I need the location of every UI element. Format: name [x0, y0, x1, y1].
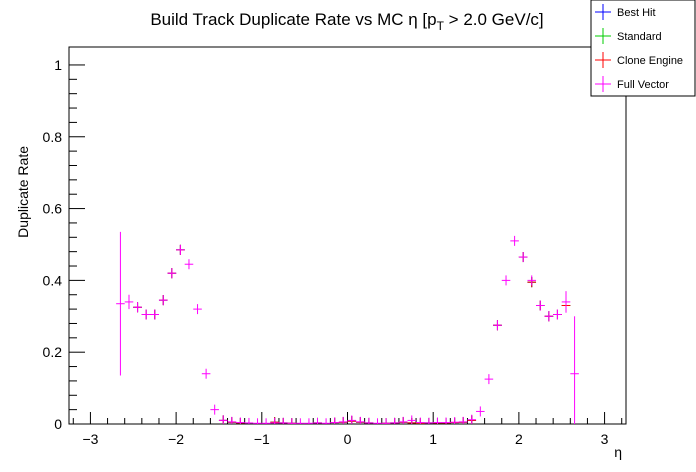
data-point	[167, 268, 177, 279]
data-point	[158, 295, 168, 306]
data-point	[116, 231, 125, 376]
data-point	[253, 418, 262, 424]
data-point	[381, 418, 391, 424]
data-point	[313, 417, 322, 424]
data-point	[150, 309, 159, 320]
data-point	[296, 418, 305, 424]
x-axis-label: η	[614, 444, 622, 460]
y-tick-label: 0.2	[43, 344, 63, 360]
legend-entry: Clone Engine	[595, 52, 683, 68]
data-point	[458, 416, 468, 424]
data-point	[184, 259, 194, 270]
legend-label: Standard	[617, 31, 662, 43]
data-point	[390, 417, 399, 424]
legend-entry: Standard	[595, 28, 662, 44]
x-tick-label: 3	[601, 431, 609, 447]
y-tick-label: 0.6	[43, 201, 63, 217]
data-point	[527, 275, 537, 286]
data-point	[553, 309, 562, 320]
x-axis: −3 −2 −1 0 1 2 3	[72, 412, 623, 447]
y-axis-label: Duplicate Rate	[15, 146, 31, 238]
legend-label: Clone Engine	[617, 55, 683, 67]
legend-label: Full Vector	[617, 79, 669, 91]
y-tick-label: 0	[54, 416, 62, 432]
x-tick-label: −2	[168, 431, 184, 447]
data-point	[338, 416, 348, 424]
data-point	[193, 304, 202, 315]
data-point	[124, 294, 134, 310]
data-point	[561, 291, 571, 313]
data-point	[176, 244, 185, 255]
data-point	[416, 417, 425, 424]
data-point	[433, 417, 442, 424]
data-point	[261, 418, 271, 424]
plot-frame	[68, 46, 627, 425]
x-tick-label: 1	[429, 431, 437, 447]
series-best-hit	[133, 244, 571, 424]
data-point	[398, 416, 408, 424]
x-tick-label: 0	[344, 431, 352, 447]
data-point	[467, 414, 477, 424]
data-point	[373, 418, 382, 424]
series-clone-engine	[133, 244, 571, 424]
data-point	[510, 235, 519, 246]
data-point	[544, 311, 554, 322]
series-full-vector	[116, 231, 579, 424]
data-point	[450, 417, 459, 424]
data-point	[518, 252, 528, 263]
data-point	[201, 368, 211, 379]
data-point	[441, 417, 451, 424]
data-point	[356, 416, 365, 424]
data-point	[270, 417, 279, 424]
data-point	[424, 417, 434, 424]
data-point	[476, 406, 485, 417]
data-point	[244, 417, 254, 424]
legend: Best Hit Standard Clone Engine Full Vector	[590, 0, 696, 97]
data-point	[493, 320, 502, 331]
legend-box	[590, 0, 696, 97]
series-layer	[116, 231, 579, 424]
x-tick-label: −1	[254, 431, 270, 447]
data-point	[570, 316, 579, 424]
data-point	[133, 302, 142, 313]
data-point	[321, 418, 331, 424]
y-tick-label: 0.8	[43, 129, 63, 145]
data-point	[141, 309, 151, 320]
legend-label: Best Hit	[617, 7, 656, 19]
chart-title: Build Track Duplicate Rate vs MC η [pT >…	[150, 10, 543, 33]
data-point	[236, 417, 245, 424]
data-point	[364, 417, 374, 424]
data-point	[484, 374, 494, 385]
data-point	[347, 415, 357, 424]
data-point	[304, 418, 314, 424]
data-point	[407, 415, 417, 424]
data-point	[210, 404, 219, 415]
data-point	[227, 416, 237, 424]
data-point	[536, 300, 545, 311]
series-standard	[133, 244, 571, 424]
data-point	[287, 418, 297, 424]
x-tick-label: −3	[82, 431, 98, 447]
y-tick-label: 0.4	[43, 272, 63, 288]
x-tick-label: 2	[515, 431, 523, 447]
y-tick-label: 1	[54, 57, 62, 73]
legend-entry: Best Hit	[595, 4, 656, 20]
y-axis: 0 0.2 0.4 0.6 0.8 1	[43, 57, 85, 432]
data-point	[218, 415, 228, 424]
data-point	[501, 275, 511, 286]
data-point	[330, 417, 339, 424]
data-point	[278, 417, 288, 424]
legend-entry: Full Vector	[595, 76, 669, 92]
